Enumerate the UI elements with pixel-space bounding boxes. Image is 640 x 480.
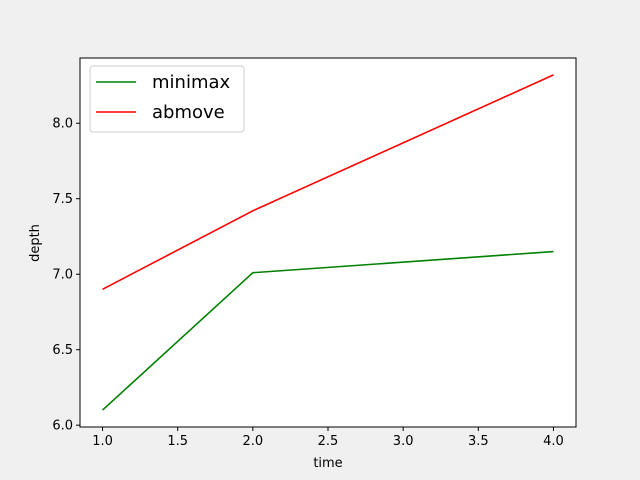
- legend-label-abmove: abmove: [152, 102, 225, 123]
- x-tick-label: 2.5: [318, 434, 339, 449]
- x-axis-label: time: [313, 456, 342, 471]
- legend: minimax abmove: [89, 65, 245, 133]
- x-tick-label: 4.0: [543, 434, 564, 449]
- x-tick-label: 1.5: [167, 434, 188, 449]
- series-line-minimax: [102, 250, 554, 411]
- series-line-abmove: [102, 74, 554, 291]
- y-axis: 6.0 6.5 7.0 7.5 8.0: [52, 117, 80, 434]
- y-tick-label: 6.0: [52, 419, 73, 434]
- y-tick-label: 8.0: [52, 117, 73, 132]
- y-tick-label: 7.5: [52, 192, 73, 207]
- y-tick-label: 6.5: [52, 343, 73, 358]
- series-lines: [102, 74, 554, 411]
- x-tick-label: 3.0: [393, 434, 414, 449]
- x-tick-label: 1.0: [92, 434, 113, 449]
- y-tick-label: 7.0: [52, 268, 73, 283]
- x-axis: 1.0 1.5 2.0 2.5 3.0 3.5 4.0: [92, 427, 564, 449]
- x-tick-label: 3.5: [468, 434, 489, 449]
- plot-frame: [79, 57, 577, 428]
- y-axis-label: depth: [28, 224, 43, 262]
- legend-label-minimax: minimax: [152, 72, 231, 93]
- x-tick-label: 2.0: [243, 434, 264, 449]
